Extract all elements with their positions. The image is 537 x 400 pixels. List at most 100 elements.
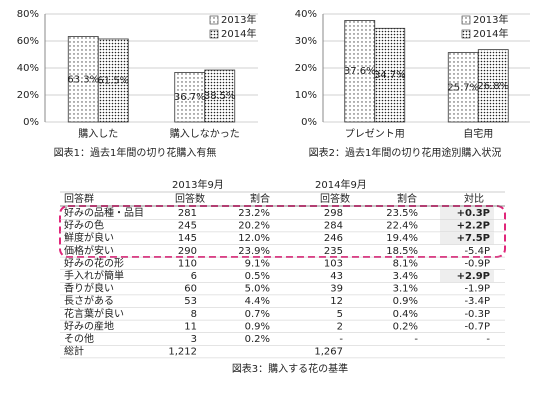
table-cell: 281: [178, 208, 197, 219]
table-cell: 1,212: [168, 347, 197, 358]
table-cell: 8: [191, 309, 197, 320]
table-cell: 19.4%: [386, 233, 418, 244]
table-cell: 103: [324, 258, 343, 269]
table-cell: 245: [178, 221, 197, 232]
value-label: 26.8%: [477, 81, 509, 92]
table-cell: 11: [184, 321, 197, 332]
table-cell: 8.1%: [393, 258, 418, 269]
table-cell: 9.1%: [245, 258, 270, 269]
table-cell: 手入れが簡単: [64, 269, 124, 282]
table-cell: 5: [337, 309, 343, 320]
y-tick-label: 30%: [295, 36, 317, 47]
table-header: 割合: [397, 192, 417, 205]
table-cell: 0.9%: [393, 296, 418, 307]
table-cell: 好みの色: [64, 219, 104, 232]
table-cell: -1.9P: [464, 284, 490, 295]
legend-swatch: [209, 29, 219, 39]
table-cell: 0.5%: [245, 271, 270, 282]
cell-highlight: [440, 219, 494, 232]
table-group-header: 2013年9月: [172, 178, 224, 191]
y-tick-label: 20%: [17, 90, 39, 101]
table-cell: 0.2%: [245, 334, 270, 345]
table-cell: 好みの品種・品目: [64, 206, 144, 219]
bar: [374, 27, 406, 123]
table-cell: 0.7%: [245, 309, 270, 320]
x-tick-label: 購入した: [78, 127, 118, 140]
legend-label: 2013年: [221, 13, 256, 26]
table-header: 回答群: [64, 192, 94, 205]
bar: [174, 72, 206, 123]
table-cell: 好みの産地: [64, 319, 114, 332]
bar: [204, 69, 236, 123]
table-cell: -0.3P: [464, 309, 490, 320]
table-cell: 0.2%: [393, 321, 418, 332]
table-cell: -: [339, 334, 343, 345]
table-cell: 22.4%: [386, 221, 418, 232]
value-label: 37.6%: [344, 66, 376, 77]
table-cell: 246: [324, 233, 343, 244]
y-tick-label: 20%: [295, 63, 317, 74]
legend-swatch: [461, 15, 471, 25]
table-cell: 花言葉が良い: [64, 307, 124, 320]
value-label: 61.5%: [97, 75, 129, 86]
table-cell: -3.4P: [464, 296, 490, 307]
value-label: 34.7%: [374, 70, 406, 81]
table-cell: 39: [330, 284, 343, 295]
table-caption: 図表3：購入する花の基準: [232, 362, 348, 375]
bar: [97, 38, 129, 123]
x-tick-label: 自宅用: [463, 127, 493, 140]
legend-label: 2014年: [473, 27, 508, 40]
table-cell: -5.4P: [464, 246, 490, 257]
table-header: 対比: [464, 192, 484, 205]
chart-caption: 図表1：過去1年間の切り花購入有無: [54, 146, 217, 159]
cell-highlight: [440, 232, 494, 245]
table-cell: 60: [184, 284, 197, 295]
table-cell: 好みの花の形: [64, 256, 124, 269]
cell-highlight: [440, 207, 494, 219]
table-cell: 総計: [64, 345, 84, 358]
table-cell: 鮮度が良い: [64, 231, 114, 244]
table-cell: 0.9%: [245, 321, 270, 332]
x-tick-label: プレゼント用: [345, 128, 405, 140]
y-tick-label: 0%: [301, 117, 317, 128]
value-label: 38.5%: [204, 91, 236, 102]
legend-swatch: [461, 29, 471, 39]
value-label: 36.7%: [174, 92, 206, 103]
table-cell: 6: [191, 271, 197, 282]
legend-label: 2014年: [221, 27, 256, 40]
table-group-header: 2014年9月: [315, 178, 367, 191]
table-cell: 12: [330, 296, 343, 307]
value-label: 25.7%: [447, 82, 479, 93]
table-cell: 20.2%: [238, 221, 270, 232]
table-cell: 3: [191, 334, 197, 345]
table-cell: +2.9P: [457, 271, 490, 282]
y-tick-label: 80%: [17, 9, 39, 20]
table-cell: +0.3P: [457, 208, 490, 219]
table-cell: その他: [64, 332, 94, 345]
table-cell: 235: [324, 246, 343, 257]
cell-highlight: [440, 270, 494, 282]
table-cell: 53: [184, 296, 197, 307]
y-tick-label: 10%: [295, 90, 317, 101]
table-cell: +2.2P: [457, 221, 490, 232]
table-cell: 0.4%: [393, 309, 418, 320]
legend-swatch: [209, 15, 219, 25]
y-tick-label: 40%: [295, 9, 317, 20]
table-cell: 298: [324, 208, 343, 219]
legend-label: 2013年: [473, 13, 508, 26]
table-cell: 5.0%: [245, 284, 270, 295]
table-cell: 1,267: [314, 347, 343, 358]
table-cell: 110: [178, 258, 197, 269]
table-cell: 3.4%: [393, 271, 418, 282]
bar: [477, 49, 509, 123]
table-cell: -0.9P: [464, 258, 490, 269]
table-header: 回答数: [175, 192, 205, 205]
table-cell: 3.1%: [393, 284, 418, 295]
value-label: 63.3%: [67, 74, 99, 85]
y-tick-label: 0%: [23, 117, 39, 128]
table-cell: 145: [178, 233, 197, 244]
y-tick-label: 40%: [17, 63, 39, 74]
table-header: 回答数: [320, 192, 350, 205]
table-cell: 長さがある: [64, 294, 114, 307]
